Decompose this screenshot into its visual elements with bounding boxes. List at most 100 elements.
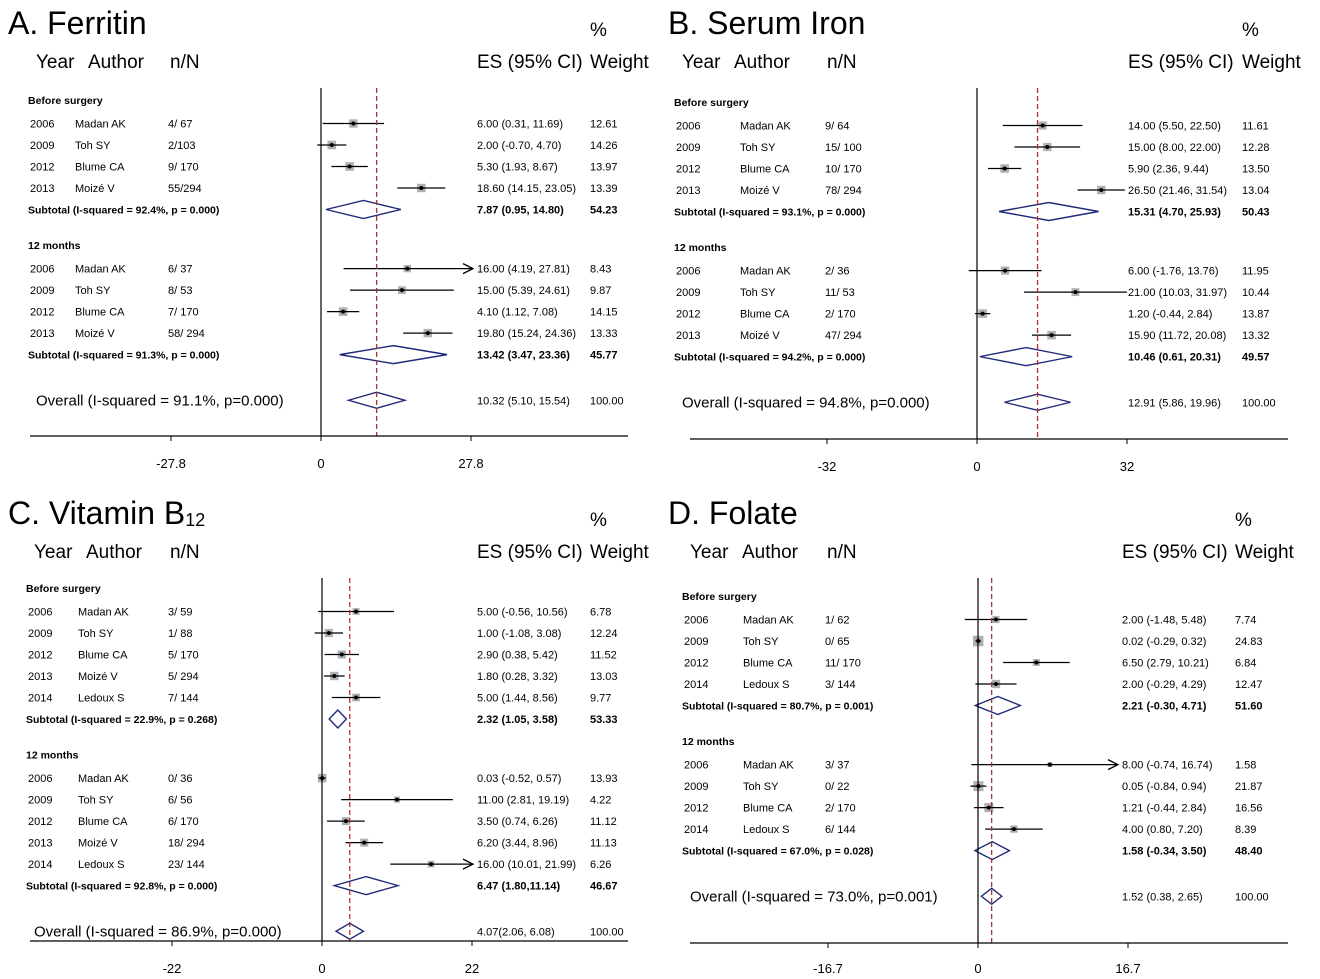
study-es-ci: 18.60 (14.15, 23.05) [477,183,576,195]
x-tick-label: -32 [818,459,837,474]
group-label: 12 months [682,736,735,748]
study-year: 2012 [676,309,700,321]
study-author: Moizé V [75,183,115,195]
study-es-ci: 15.90 (11.72, 20.08) [1128,330,1226,342]
study-point [1003,268,1008,273]
study-nN: 6/ 144 [825,824,856,836]
study-year: 2006 [30,264,54,276]
study-nN: 23/ 144 [168,859,205,871]
study-weight: 7.74 [1235,615,1256,627]
study-point [993,682,998,686]
study-nN: 2/ 170 [825,803,856,815]
study-es-ci: 1.80 (0.28, 3.32) [477,671,558,683]
subtotal-es-ci: 2.32 (1.05, 3.58) [477,714,558,726]
study-author: Moizé V [75,328,115,340]
study-point [986,805,991,810]
study-weight: 12.24 [590,628,618,640]
study-nN: 18/ 294 [168,838,205,850]
study-point [326,631,331,635]
subtotal-es-ci: 10.46 (0.61, 20.31) [1128,352,1221,364]
header-year: Year [690,542,729,563]
forest-plot-ferritin: A. Ferritin % Year Author n/N ES (95% CI) Weig… [8,5,650,471]
study-author: Moizé V [78,671,118,683]
study-weight: 13.93 [590,773,618,785]
ci-arrow [1107,759,1120,771]
study-point [343,819,348,824]
study-es-ci: 1.21 (-0.44, 2.84) [1122,803,1206,815]
study-nN: 3/ 37 [825,760,849,772]
study-author: Ledoux S [78,693,124,705]
study-es-ci: 5.00 (-0.56, 10.56) [477,607,568,619]
study-nN: 0/ 22 [825,781,849,793]
study-point [354,695,359,700]
header-es: ES (95% CI) [477,52,583,73]
header-es: ES (95% CI) [1122,542,1228,563]
study-nN: 78/ 294 [825,185,862,197]
study-weight: 13.87 [1242,309,1270,321]
study-year: 2009 [684,781,708,793]
study-nN: 5/ 294 [168,671,199,683]
study-nN: 2/ 170 [825,309,856,321]
study-weight: 13.39 [590,183,618,195]
study-point [1049,333,1054,338]
study-year: 2009 [28,795,52,807]
subtotal-diamond [973,840,1011,861]
study-point [429,862,434,867]
ci-arrow [462,263,475,275]
x-tick-label: 0 [974,961,981,976]
study-author: Toh SY [75,285,111,297]
panel-title: D. Folate [668,495,798,531]
forest-plot-vitamin-b12: C. Vitamin B12 % Year Author n/N ES (95% CI) W… [8,495,650,976]
study-year: 2006 [676,266,700,278]
subtotal-label: Subtotal (I-squared = 92.8%, p = 0.000) [26,881,217,893]
study-weight: 9.87 [590,285,611,297]
study-nN: 6/ 170 [168,816,199,828]
subtotal-label: Subtotal (I-squared = 91.3%, p = 0.000) [28,350,219,362]
panel-title-subscript: 12 [185,510,205,530]
study-point [1045,145,1050,149]
header-percent: % [590,510,607,531]
study-author: Toh SY [78,795,114,807]
subtotal-diamond [973,695,1023,716]
subtotal-weight: 49.57 [1242,352,1270,364]
study-author: Moizé V [740,330,780,342]
study-nN: 11/ 170 [825,658,861,670]
subtotal-weight: 51.60 [1235,701,1263,713]
subtotal-es-ci: 13.42 (3.47, 23.36) [477,350,570,362]
study-year: 2014 [28,693,52,705]
study-weight: 12.28 [1242,142,1270,154]
study-author: Blume CA [78,650,128,662]
study-es-ci: 4.00 (0.80, 7.20) [1122,824,1203,836]
panel-folate: D. Folate% Year Author n/N ES (95% CI) Weight… [660,490,1320,979]
study-year: 2006 [30,119,54,131]
panel-title: C. Vitamin B12 [8,495,205,531]
study-year: 2014 [684,679,708,691]
study-point [1047,762,1052,767]
header-es: ES (95% CI) [1128,52,1234,73]
header-weight: Weight [590,52,650,73]
study-weight: 12.47 [1235,679,1263,691]
x-tick-label: 16.7 [1115,961,1140,976]
group-label: 12 months [674,242,727,254]
overall-label: Overall (I-squared = 73.0%, p=0.001) [690,888,938,905]
study-author: Blume CA [75,307,125,319]
study-point [347,164,352,169]
study-year: 2012 [684,658,708,670]
subtotal-diamond [325,199,402,220]
panel-title: A. Ferritin [8,5,147,41]
header-weight: Weight [590,542,650,563]
study-weight: 24.83 [1235,636,1263,648]
panel-title: B. Serum Iron [668,5,865,41]
study-author: Toh SY [740,142,776,154]
study-year: 2014 [684,824,708,836]
study-author: Moizé V [78,838,118,850]
study-es-ci: 4.10 (1.12, 7.08) [477,307,558,319]
header-author: Author [734,52,791,73]
header-author: Author [742,542,799,563]
study-nN: 8/ 53 [168,285,192,297]
study-author: Madan AK [740,266,791,278]
study-nN: 2/ 36 [825,266,849,278]
subtotal-weight: 50.43 [1242,207,1270,219]
header-percent: % [590,20,607,41]
forest-plot-serum-iron: B. Serum Iron % Year Author n/N ES (95% CI) We… [668,5,1302,474]
